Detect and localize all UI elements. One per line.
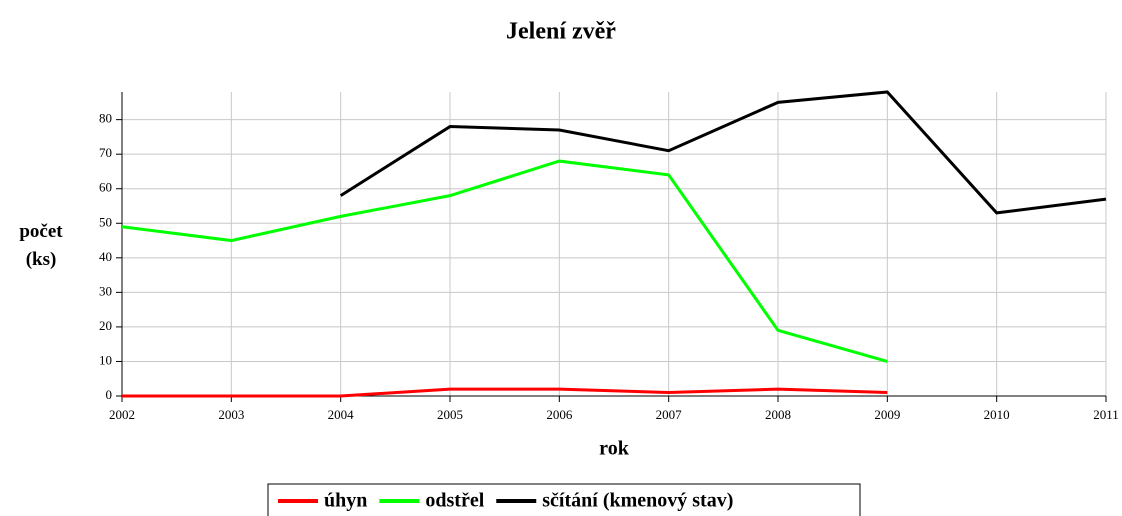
y-tick-label: 0: [106, 387, 113, 402]
y-tick-label: 40: [99, 249, 112, 264]
y-tick-label: 10: [99, 352, 112, 367]
legend-box: [267, 483, 861, 516]
x-tick-label: 2011: [1093, 407, 1119, 422]
x-tick-label: 2006: [546, 407, 573, 422]
x-tick-label: 2009: [874, 407, 900, 422]
x-tick-label: 2003: [218, 407, 244, 422]
x-tick-label: 2008: [765, 407, 791, 422]
x-axis-label: rok: [599, 438, 630, 460]
y-tick-label: 20: [99, 318, 112, 333]
legend-label: úhyn: [324, 490, 367, 512]
chart-title: Jelení zvěř: [506, 19, 616, 45]
x-tick-label: 2010: [984, 407, 1010, 422]
line-series: [339, 90, 1107, 215]
y-axis-label: počet (ks): [19, 221, 63, 270]
line-series: [122, 387, 888, 398]
y-tick-label: 70: [99, 145, 112, 160]
x-tick-label: 2005: [437, 407, 463, 422]
legend-label: sčítání (kmenový stav): [542, 490, 733, 512]
y-tick-label: 60: [99, 180, 112, 195]
legend-label: odstřel: [425, 490, 484, 512]
x-tick-label: 2002: [109, 407, 135, 422]
line-series: [121, 159, 888, 363]
y-tick-label: 50: [99, 214, 112, 229]
x-tick-label: 2004: [328, 407, 355, 422]
x-tick-label: 2007: [656, 407, 683, 422]
y-tick-label: 30: [99, 283, 112, 298]
y-tick-label: 80: [99, 111, 112, 126]
